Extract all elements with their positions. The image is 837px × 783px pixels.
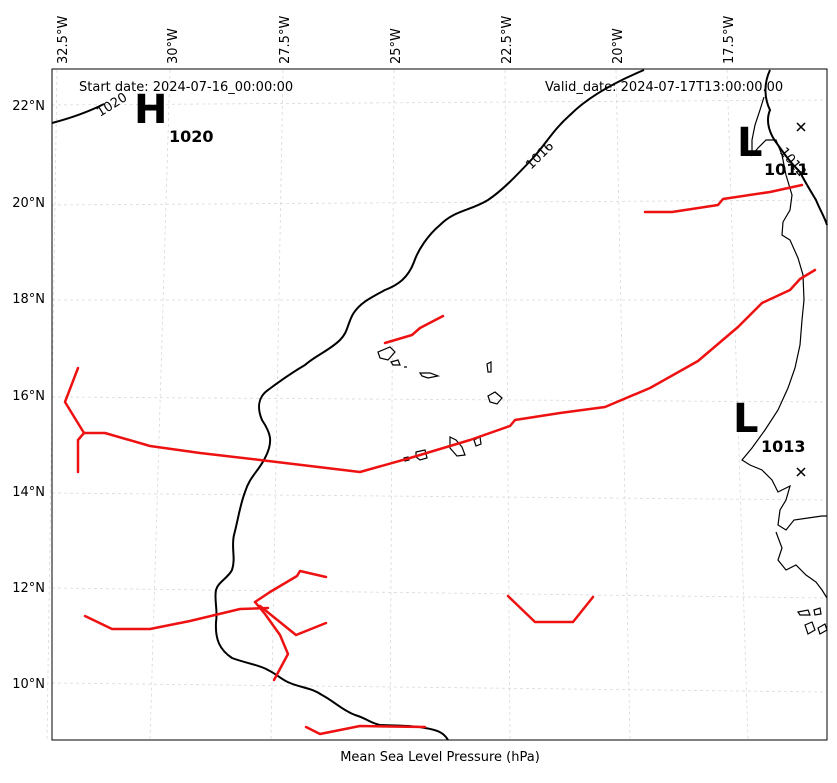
low-center-marker-1011 bbox=[796, 122, 806, 132]
lon-tick-label: 25°W bbox=[389, 28, 404, 64]
pressure-systems: H 1020 L 1011 L 1013 bbox=[134, 87, 809, 456]
trough-line-bottom bbox=[304, 724, 427, 736]
trough-line-west-stub bbox=[76, 431, 86, 474]
lon-tick-label: 22.5°W bbox=[500, 16, 515, 64]
lon-tick-label: 27.5°W bbox=[278, 16, 293, 64]
map-frame bbox=[51, 68, 828, 741]
island-sal bbox=[486, 361, 492, 373]
island-sao-vicente bbox=[390, 359, 401, 366]
island-santo-antao bbox=[377, 346, 396, 361]
valid-date-label: Valid_date: 2024-07-17T13:00:00.00 bbox=[545, 80, 783, 95]
trough-line-south-upper bbox=[253, 569, 328, 604]
isobars bbox=[51, 69, 828, 741]
island-santiago bbox=[449, 436, 466, 457]
high-center-letter: H bbox=[134, 87, 167, 133]
start-date-label: Start date: 2024-07-16_00:00:00 bbox=[79, 80, 293, 95]
map-caption: Mean Sea Level Pressure (hPa) bbox=[340, 750, 540, 765]
trough-line-south-branch bbox=[253, 600, 290, 682]
isobar-1012 bbox=[764, 69, 828, 226]
lon-tick-label: 17.5°W bbox=[722, 16, 737, 64]
trough-line-north-east bbox=[643, 183, 804, 214]
trough-line-south-east bbox=[506, 594, 595, 624]
high-center-value: 1020 bbox=[169, 127, 214, 146]
lat-tick-label: 20°N bbox=[12, 196, 45, 211]
latitude-ticks: 22°N 20°N 18°N 16°N 14°N 12°N 10°N bbox=[12, 99, 45, 692]
trough-line-south-lower bbox=[258, 604, 328, 637]
isobar-1020 bbox=[51, 103, 105, 124]
low-center-value: 1013 bbox=[761, 437, 806, 456]
contour-label-1016: 1016 bbox=[523, 139, 557, 173]
lat-tick-label: 16°N bbox=[12, 389, 45, 404]
isobar-1016 bbox=[214, 69, 645, 741]
low-center-marker-1013 bbox=[796, 467, 806, 477]
africa-coast-south bbox=[775, 531, 828, 599]
low-center-letter: L bbox=[733, 396, 759, 442]
coastline bbox=[377, 96, 828, 635]
lat-tick-label: 18°N bbox=[12, 292, 45, 307]
low-centers bbox=[796, 122, 806, 477]
trough-lines bbox=[63, 183, 817, 736]
trough-line-main bbox=[63, 268, 817, 474]
lat-tick-label: 14°N bbox=[12, 485, 45, 500]
trough-line-south-west bbox=[83, 606, 270, 631]
lon-tick-label: 20°W bbox=[611, 28, 626, 64]
lat-tick-label: 10°N bbox=[12, 677, 45, 692]
low-center-value: 1011 bbox=[764, 160, 809, 179]
island-boa-vista bbox=[487, 391, 503, 405]
graticule bbox=[46, 69, 828, 741]
lat-tick-label: 12°N bbox=[12, 581, 45, 596]
island-sao-nicolau bbox=[418, 372, 441, 379]
africa-coast bbox=[741, 96, 827, 531]
trough-line-cape-verde bbox=[383, 314, 445, 345]
low-center-letter: L bbox=[737, 120, 763, 166]
lat-tick-label: 22°N bbox=[12, 99, 45, 114]
lon-tick-label: 32.5°W bbox=[56, 16, 71, 64]
lon-tick-label: 30°W bbox=[166, 28, 181, 64]
bijagos-islands bbox=[797, 607, 828, 635]
longitude-ticks: 32.5°W 30°W 27.5°W 25°W 22.5°W 20°W 17.5… bbox=[56, 16, 737, 64]
